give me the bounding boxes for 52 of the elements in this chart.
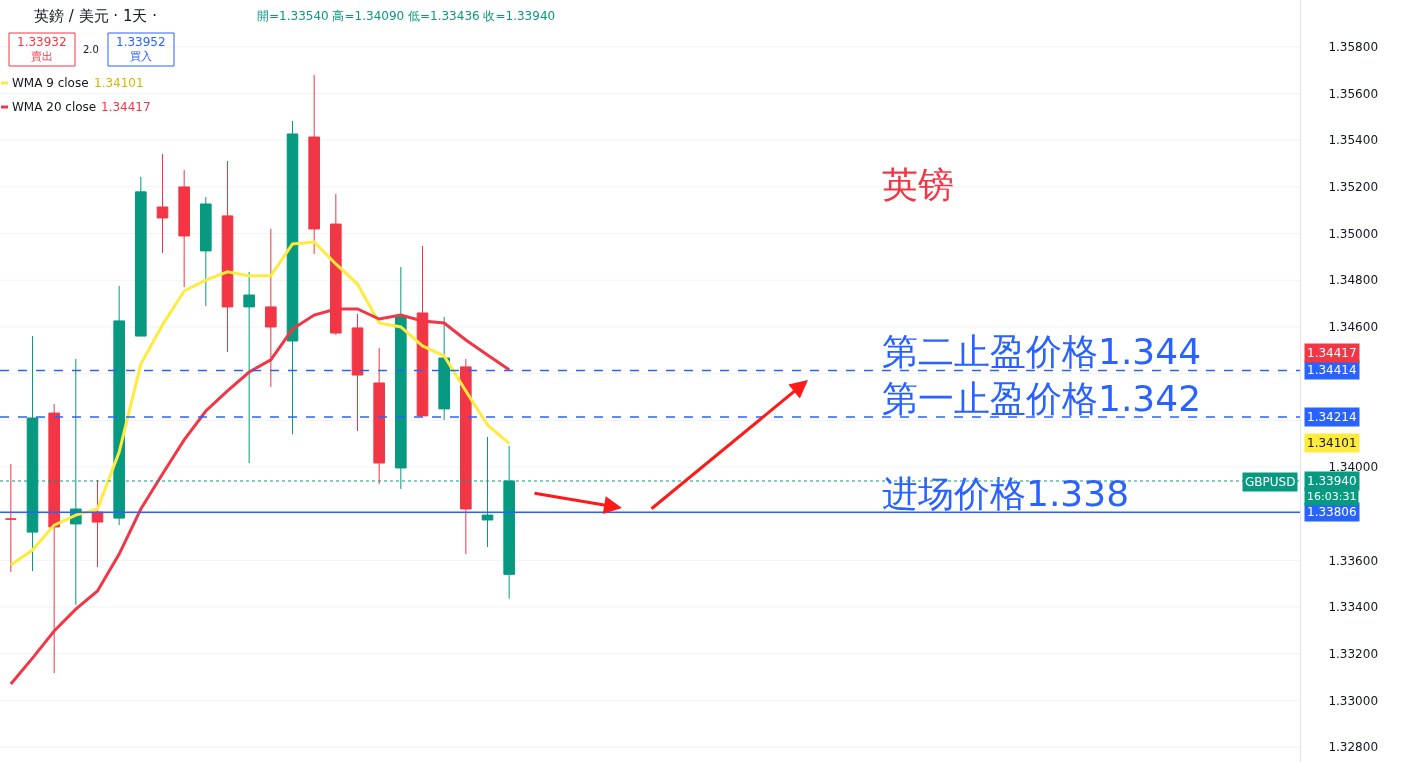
- text: 16:03:31: [1307, 490, 1357, 503]
- candlestick: [156, 153, 169, 254]
- y-tick-label: 1.33600: [1328, 553, 1379, 568]
- y-tick-label: 1.35000: [1328, 226, 1379, 241]
- candlestick: [200, 196, 212, 307]
- annotation: 2.0: [83, 44, 99, 55]
- legend-label: WMA 9 close: [12, 76, 89, 90]
- annotation: 賣出: [31, 50, 53, 63]
- candlestick: [351, 313, 364, 432]
- candlestick: [438, 316, 450, 421]
- text: 1.34101: [1307, 436, 1357, 450]
- candlestick: [308, 74, 320, 255]
- annotation: 1.34417: [101, 100, 151, 114]
- candlestick: [243, 271, 255, 464]
- candlestick: [48, 403, 60, 674]
- annotation: 1.34101: [94, 76, 144, 90]
- candlestick: [286, 120, 299, 435]
- annotation: 第二止盈价格1.344: [882, 331, 1202, 372]
- legend-label: WMA 20 close: [12, 100, 97, 114]
- y-tick-label: 1.34800: [1328, 273, 1379, 288]
- y-tick-label: 1.32800: [1328, 740, 1379, 755]
- ref-line-label: 1.34214: [1307, 410, 1357, 424]
- y-tick-label: 1.35600: [1328, 86, 1379, 101]
- candlestick: [373, 347, 385, 485]
- annotation: 第一止盈价格1.342: [882, 378, 1202, 419]
- annotation: 进场价格1.338: [882, 473, 1130, 514]
- y-tick-label: 1.35800: [1328, 40, 1379, 55]
- annotation: 英鎊 / 美元 · 1天 ·: [34, 7, 157, 25]
- ref-line-label: 1.34414: [1307, 363, 1357, 377]
- y-tick-label: 1.33200: [1328, 646, 1379, 661]
- y-tick-label: 1.34000: [1328, 460, 1379, 475]
- ref-line-label: 1.33806: [1307, 505, 1357, 519]
- annotation: 買入: [130, 50, 152, 63]
- candlestick: [460, 358, 472, 555]
- y-tick-label: 1.35200: [1328, 180, 1379, 195]
- y-tick-label: 1.34600: [1328, 320, 1379, 335]
- annotation: 1.33932: [17, 35, 67, 49]
- candlestick: [5, 463, 17, 573]
- candlestick: [91, 479, 104, 568]
- annotation: GBPUSD: [1245, 475, 1296, 489]
- annotation: 開=1.33540 高=1.34090 低=1.33436 收=1.33940: [257, 9, 556, 23]
- line-series: [9, 240, 511, 567]
- candlestick: [221, 160, 234, 353]
- candlestick: [178, 169, 190, 288]
- text: 1.34417: [1307, 346, 1357, 360]
- candlestick: [135, 176, 147, 337]
- y-tick-label: 1.35400: [1328, 133, 1379, 148]
- ref-line-label: 1.33940: [1307, 474, 1357, 488]
- annotation: 1.33952: [116, 35, 166, 49]
- y-tick-label: 1.33400: [1328, 600, 1379, 615]
- annotation: 英镑: [882, 164, 954, 205]
- y-tick-label: 1.33000: [1328, 693, 1379, 708]
